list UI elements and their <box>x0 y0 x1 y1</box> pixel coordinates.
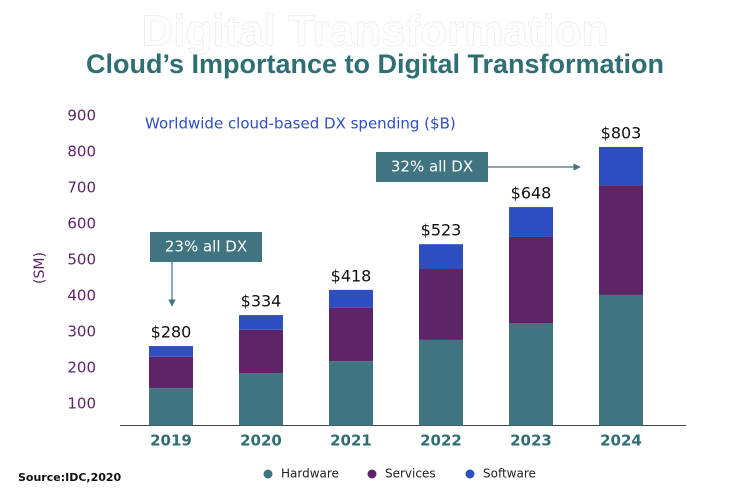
y-tick-label: 400 <box>67 287 96 305</box>
bar-segment <box>419 244 463 269</box>
total-label: $334 <box>241 292 282 311</box>
bar-segment <box>599 294 643 426</box>
watermark: Digital Transformation <box>142 7 609 56</box>
bar-segment <box>599 146 643 186</box>
legend-label: Software <box>483 467 536 481</box>
total-label: $523 <box>421 221 462 240</box>
x-tick-label: 2024 <box>600 432 642 450</box>
bar-segment <box>329 289 373 308</box>
annotation-box <box>150 232 262 262</box>
bar-segment <box>419 339 463 426</box>
annotation-box <box>376 152 488 182</box>
legend-swatch <box>465 469 475 479</box>
bar-segment <box>419 269 463 340</box>
y-tick-label: 700 <box>67 179 96 197</box>
bar-segment <box>329 361 373 426</box>
y-tick-label: 900 <box>67 107 96 125</box>
x-tick-label: 2020 <box>240 432 282 450</box>
total-label: $803 <box>601 123 642 142</box>
x-tick-label: 2022 <box>420 432 462 450</box>
bar-segment <box>239 315 283 330</box>
x-tick-label: 2021 <box>330 432 372 450</box>
bar-segment <box>509 236 553 323</box>
legend-swatch <box>367 469 377 479</box>
bar-segment <box>239 373 283 426</box>
legend-label: Services <box>385 467 436 481</box>
legend-label: Hardware <box>281 467 339 481</box>
x-tick-label: 2023 <box>510 432 552 450</box>
y-tick-label: 100 <box>67 395 96 413</box>
y-tick-label: 300 <box>67 323 96 341</box>
annotation-text: 23% all DX <box>165 238 247 256</box>
bar-segment <box>149 346 193 357</box>
legend-swatch <box>263 469 273 479</box>
bar-segment <box>149 388 193 426</box>
total-label: $648 <box>511 184 552 203</box>
bar-segment <box>149 356 193 389</box>
bar-segment <box>599 185 643 295</box>
y-tick-label: 200 <box>67 359 96 377</box>
annotation-text: 32% all DX <box>391 158 473 176</box>
y-tick-label: 500 <box>67 251 96 269</box>
source: Source:IDC,2020 <box>18 471 122 484</box>
y-tick-label: 600 <box>67 215 96 233</box>
bar-segment <box>509 323 553 426</box>
total-label: $418 <box>331 266 372 285</box>
chart-title: Cloud’s Importance to Digital Transforma… <box>86 49 664 79</box>
y-axis-label: (SM) <box>32 252 48 284</box>
bar-segment <box>329 307 373 362</box>
chart-subtitle: Worldwide cloud-based DX spending ($B) <box>145 115 456 133</box>
bar-segment <box>509 207 553 237</box>
total-label: $280 <box>151 323 192 342</box>
y-tick-label: 800 <box>67 143 96 161</box>
x-tick-label: 2019 <box>150 432 192 450</box>
bar-segment <box>239 329 283 374</box>
